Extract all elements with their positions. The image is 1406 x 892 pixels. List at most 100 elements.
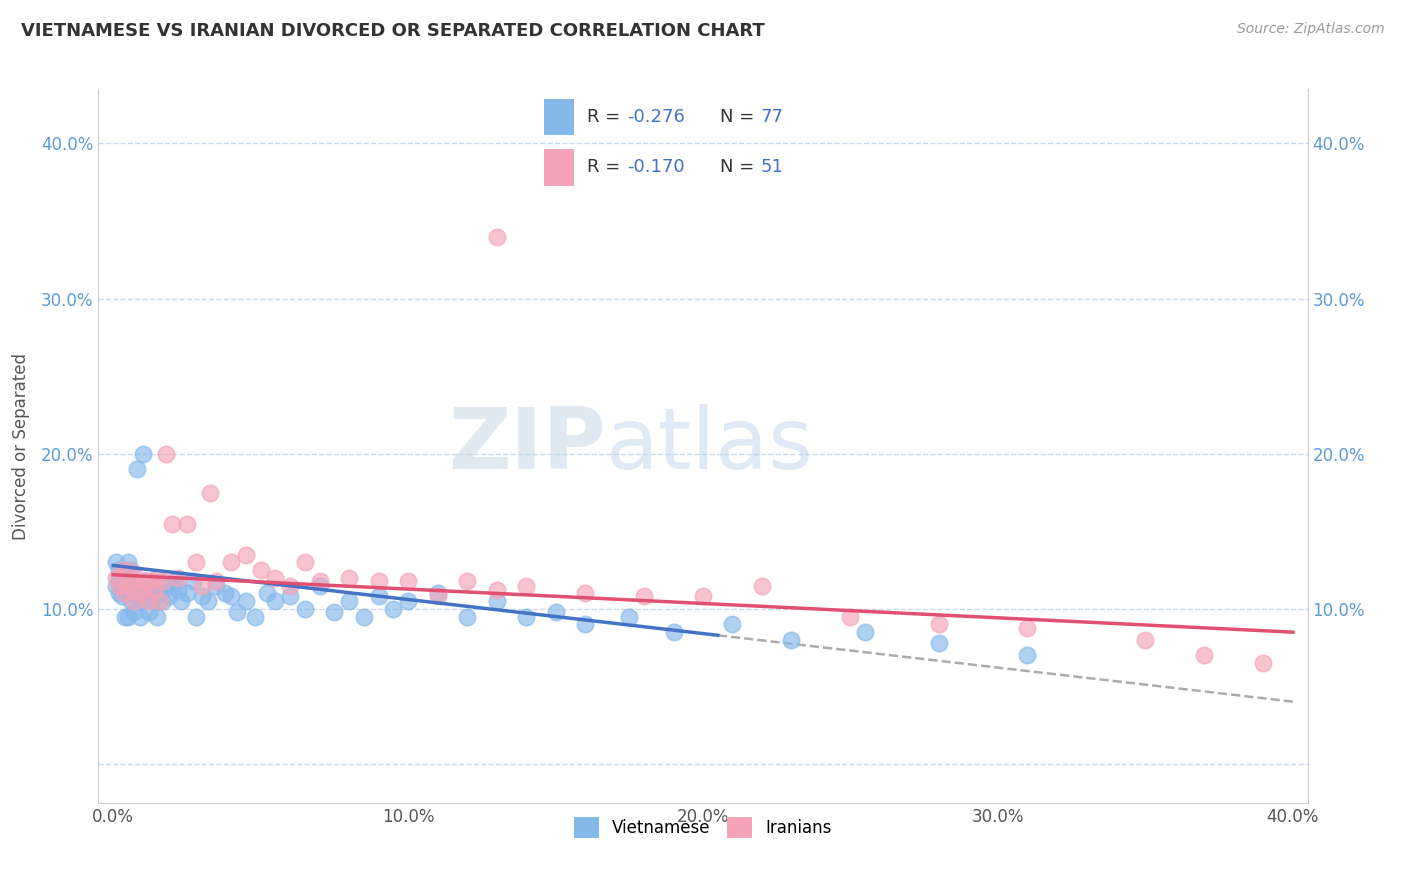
Point <box>170 594 193 608</box>
Point <box>426 590 449 604</box>
Point <box>105 555 128 569</box>
Point <box>619 609 641 624</box>
Point <box>249 563 271 577</box>
Point <box>146 579 169 593</box>
Point <box>219 555 242 569</box>
Text: 77: 77 <box>761 108 783 126</box>
Point <box>456 609 478 624</box>
Point <box>120 574 142 588</box>
Point <box>143 583 166 598</box>
Point <box>337 594 360 608</box>
Point <box>515 609 537 624</box>
Point <box>190 590 212 604</box>
Point <box>117 579 139 593</box>
Point <box>117 586 139 600</box>
Point <box>367 574 389 588</box>
Point <box>108 586 131 600</box>
Point <box>108 563 131 577</box>
Point <box>167 583 190 598</box>
Text: -0.170: -0.170 <box>627 159 685 177</box>
Text: N =: N = <box>720 108 759 126</box>
Point <box>135 590 157 604</box>
Text: 51: 51 <box>761 159 783 177</box>
Point <box>353 609 375 624</box>
Point <box>135 574 157 588</box>
Point <box>131 447 153 461</box>
Point <box>122 594 145 608</box>
Point <box>143 590 166 604</box>
Point <box>122 586 145 600</box>
Point <box>125 579 148 593</box>
Point <box>308 574 330 588</box>
Point <box>294 602 316 616</box>
Point <box>167 571 190 585</box>
Point <box>105 571 128 585</box>
Text: R =: R = <box>586 108 626 126</box>
Point <box>633 590 655 604</box>
Point <box>456 574 478 588</box>
Point <box>485 229 508 244</box>
Point <box>308 579 330 593</box>
FancyBboxPatch shape <box>544 99 575 136</box>
Point <box>721 617 744 632</box>
Point <box>1017 648 1039 663</box>
Point <box>1135 632 1157 647</box>
Text: R =: R = <box>586 159 626 177</box>
Point <box>155 447 177 461</box>
Point <box>515 579 537 593</box>
Point <box>128 609 150 624</box>
Point <box>337 571 360 585</box>
Point <box>544 605 567 619</box>
Text: -0.276: -0.276 <box>627 108 685 126</box>
Point <box>111 579 134 593</box>
Point <box>1253 656 1275 670</box>
Point <box>294 555 316 569</box>
Text: ZIP: ZIP <box>449 404 606 488</box>
Point <box>149 586 172 600</box>
Point <box>243 609 266 624</box>
Point <box>105 579 128 593</box>
Point <box>122 605 145 619</box>
Text: N =: N = <box>720 159 759 177</box>
Point <box>323 605 346 619</box>
Point <box>141 574 163 588</box>
Point <box>114 586 136 600</box>
Point <box>190 579 212 593</box>
Point <box>235 594 257 608</box>
Point <box>205 579 228 593</box>
Point <box>141 574 163 588</box>
Point <box>485 594 508 608</box>
Point <box>120 594 142 608</box>
Point <box>135 574 157 588</box>
Legend: Vietnamese, Iranians: Vietnamese, Iranians <box>567 811 839 845</box>
Point <box>176 516 198 531</box>
Point <box>662 625 685 640</box>
Point <box>138 583 160 598</box>
Point <box>108 579 131 593</box>
Point <box>382 602 405 616</box>
Point <box>219 590 242 604</box>
Point <box>214 586 236 600</box>
Point <box>120 563 142 577</box>
Point <box>125 571 148 585</box>
Point <box>155 579 177 593</box>
Point <box>117 563 139 577</box>
Point <box>205 574 228 588</box>
Point <box>780 632 803 647</box>
Point <box>181 574 204 588</box>
Point <box>128 594 150 608</box>
Point <box>131 579 153 593</box>
Point <box>131 579 153 593</box>
FancyBboxPatch shape <box>544 149 575 186</box>
Point <box>114 583 136 598</box>
Point <box>485 583 508 598</box>
Point <box>152 574 174 588</box>
Point <box>138 605 160 619</box>
Point <box>160 516 183 531</box>
Point <box>120 574 142 588</box>
Point <box>200 485 222 500</box>
Point <box>692 590 714 604</box>
Point <box>108 571 131 585</box>
Point <box>197 594 219 608</box>
Point <box>278 590 301 604</box>
